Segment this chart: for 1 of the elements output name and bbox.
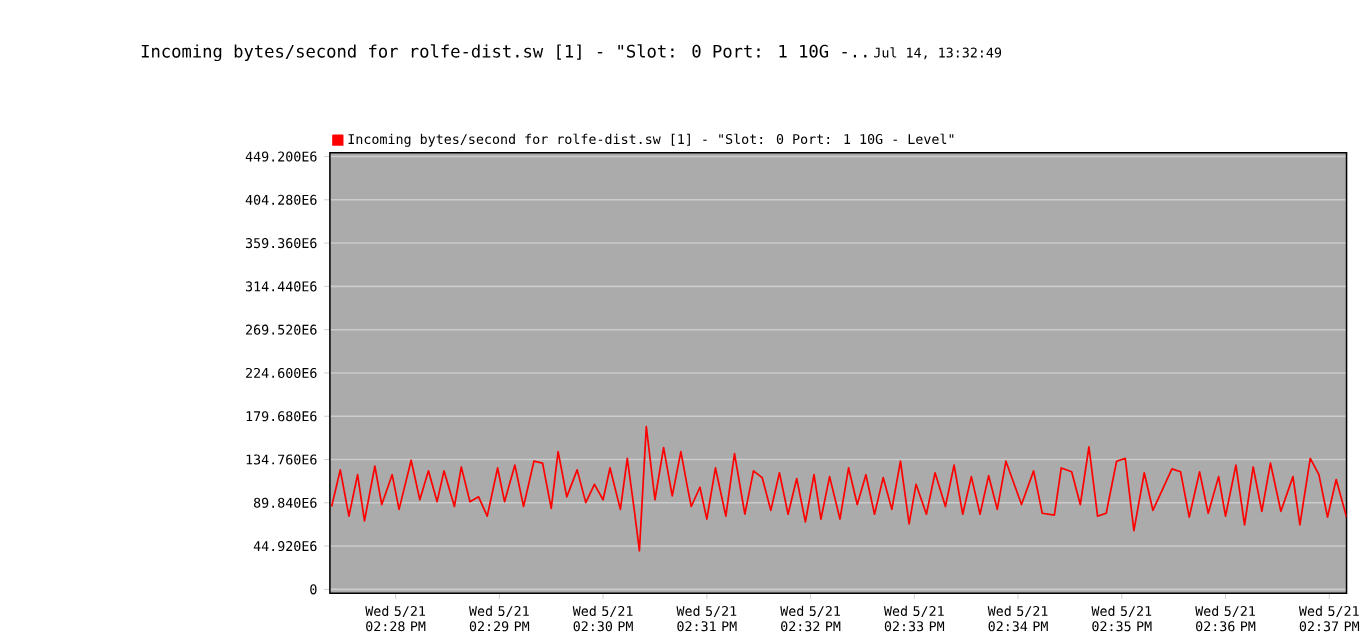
chart-title: Incoming bytes/second for rolfe-dist.sw [1] - "Slot: 0 Port: 1 10G -.. — [141, 44, 867, 62]
